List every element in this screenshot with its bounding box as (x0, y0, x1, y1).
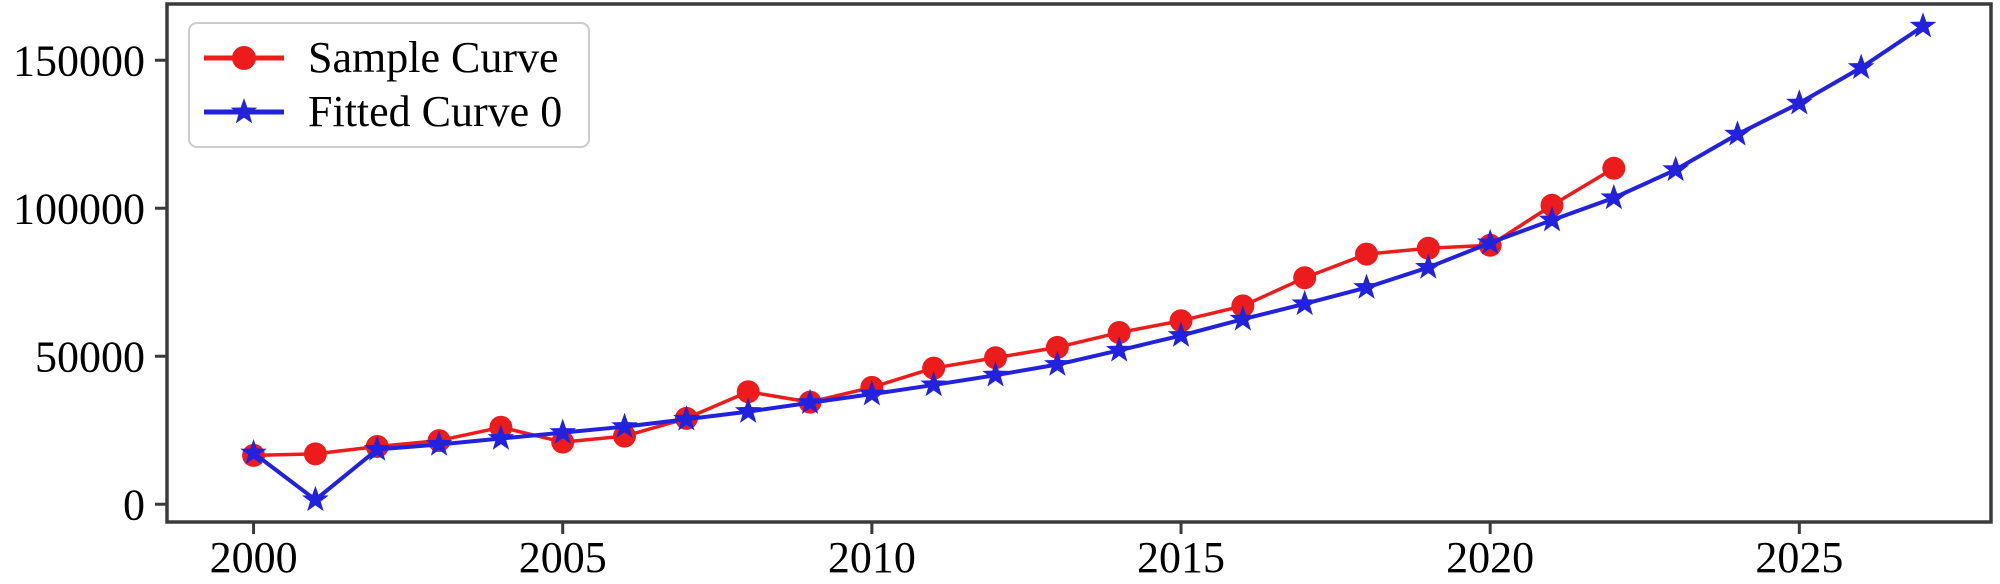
data-point-fitted-curve-0-2011 (920, 370, 948, 397)
series-fitted-curve-0-line (252, 24, 1925, 502)
data-point-fitted-curve-0-2027 (1909, 12, 1937, 38)
legend-swatch-star-icon (204, 98, 284, 124)
data-point-sample-curve-2019 (1416, 236, 1440, 260)
series-sample-curve (242, 156, 1626, 467)
plot-border (165, 2, 1993, 524)
data-point-sample-curve-2021 (1540, 193, 1564, 217)
data-point-fitted-curve-0-2017 (1291, 289, 1318, 316)
data-point-fitted-curve-0-2022 (1600, 183, 1628, 210)
data-point-fitted-curve-0-2013 (1044, 350, 1071, 376)
data-point-fitted-curve-0-2004 (487, 424, 515, 450)
x-tick-label-2025: 2025 (1755, 533, 1843, 582)
legend-label-sample-curve: Sample Curve (308, 33, 559, 82)
series-fitted-curve-0-markers (240, 12, 1937, 512)
data-point-fitted-curve-0-2016 (1229, 305, 1257, 331)
series-fitted-curve-0 (240, 12, 1937, 512)
data-point-fitted-curve-0-2000 (240, 439, 267, 465)
data-point-fitted-curve-0-2019 (1415, 253, 1442, 279)
data-point-fitted-curve-0-2018 (1353, 273, 1380, 299)
data-point-sample-curve-2001 (303, 442, 327, 466)
data-point-sample-curve-2012 (984, 346, 1008, 370)
y-axis-ticks: 0 50000 100000 150000 (13, 37, 167, 530)
data-point-fitted-curve-0-2020 (1476, 228, 1504, 255)
legend-label-fitted-curve: Fitted Curve 0 (308, 87, 563, 136)
x-tick-label-2020: 2020 (1446, 533, 1534, 582)
x-axis-ticks: 2000 2005 2010 2015 2020 2025 (210, 522, 1843, 582)
y-tick-label-100000: 100000 (13, 185, 145, 234)
data-point-sample-curve-2022 (1602, 156, 1626, 180)
data-point-fitted-curve-0-2026 (1847, 53, 1875, 79)
data-point-fitted-curve-0-2007 (673, 405, 700, 431)
data-point-fitted-curve-0-2025 (1786, 89, 1813, 115)
series-sample-curve-markers (242, 156, 1626, 467)
x-tick-label-2005: 2005 (519, 533, 607, 582)
data-point-fitted-curve-0-2006 (611, 412, 638, 439)
data-point-fitted-curve-0-2024 (1724, 120, 1751, 146)
x-tick-label-2015: 2015 (1137, 533, 1225, 582)
data-point-sample-curve-2008 (736, 380, 760, 404)
data-point-fitted-curve-0-2012 (982, 361, 1009, 387)
x-tick-label-2000: 2000 (210, 533, 298, 582)
data-point-fitted-curve-0-2008 (734, 397, 762, 423)
legend: Sample Curve Fitted Curve 0 (188, 22, 591, 148)
data-point-fitted-curve-0-2003 (425, 430, 453, 456)
data-point-sample-curve-2014 (1107, 321, 1131, 345)
y-tick-label-0: 0 (123, 481, 145, 530)
data-point-fitted-curve-0-2021 (1538, 206, 1566, 232)
legend-swatch-circle-icon (204, 46, 284, 70)
legend-item-sample-curve: Sample Curve (202, 33, 562, 83)
data-point-fitted-curve-0-2014 (1105, 336, 1133, 362)
y-tick-label-150000: 150000 (13, 37, 145, 86)
data-point-fitted-curve-0-2010 (858, 380, 886, 406)
y-tick-label-50000: 50000 (35, 333, 145, 382)
x-tick-label-2010: 2010 (828, 533, 916, 582)
data-point-sample-curve-2018 (1355, 242, 1379, 266)
data-point-sample-curve-2015 (1169, 309, 1193, 333)
data-point-sample-curve-2017 (1293, 266, 1317, 290)
data-point-fitted-curve-0-2002 (363, 435, 391, 461)
data-point-sample-curve-2013 (1045, 335, 1069, 359)
data-point-fitted-curve-0-2009 (796, 388, 824, 415)
series-sample-curve-line (253, 166, 1615, 458)
legend-item-fitted-curve: Fitted Curve 0 (202, 87, 562, 137)
data-point-fitted-curve-0-2023 (1662, 155, 1689, 182)
data-point-sample-curve-2011 (922, 356, 946, 380)
data-point-fitted-curve-0-2001 (302, 485, 329, 512)
data-point-fitted-curve-0-2005 (549, 418, 577, 444)
data-point-fitted-curve-0-2015 (1167, 321, 1195, 347)
